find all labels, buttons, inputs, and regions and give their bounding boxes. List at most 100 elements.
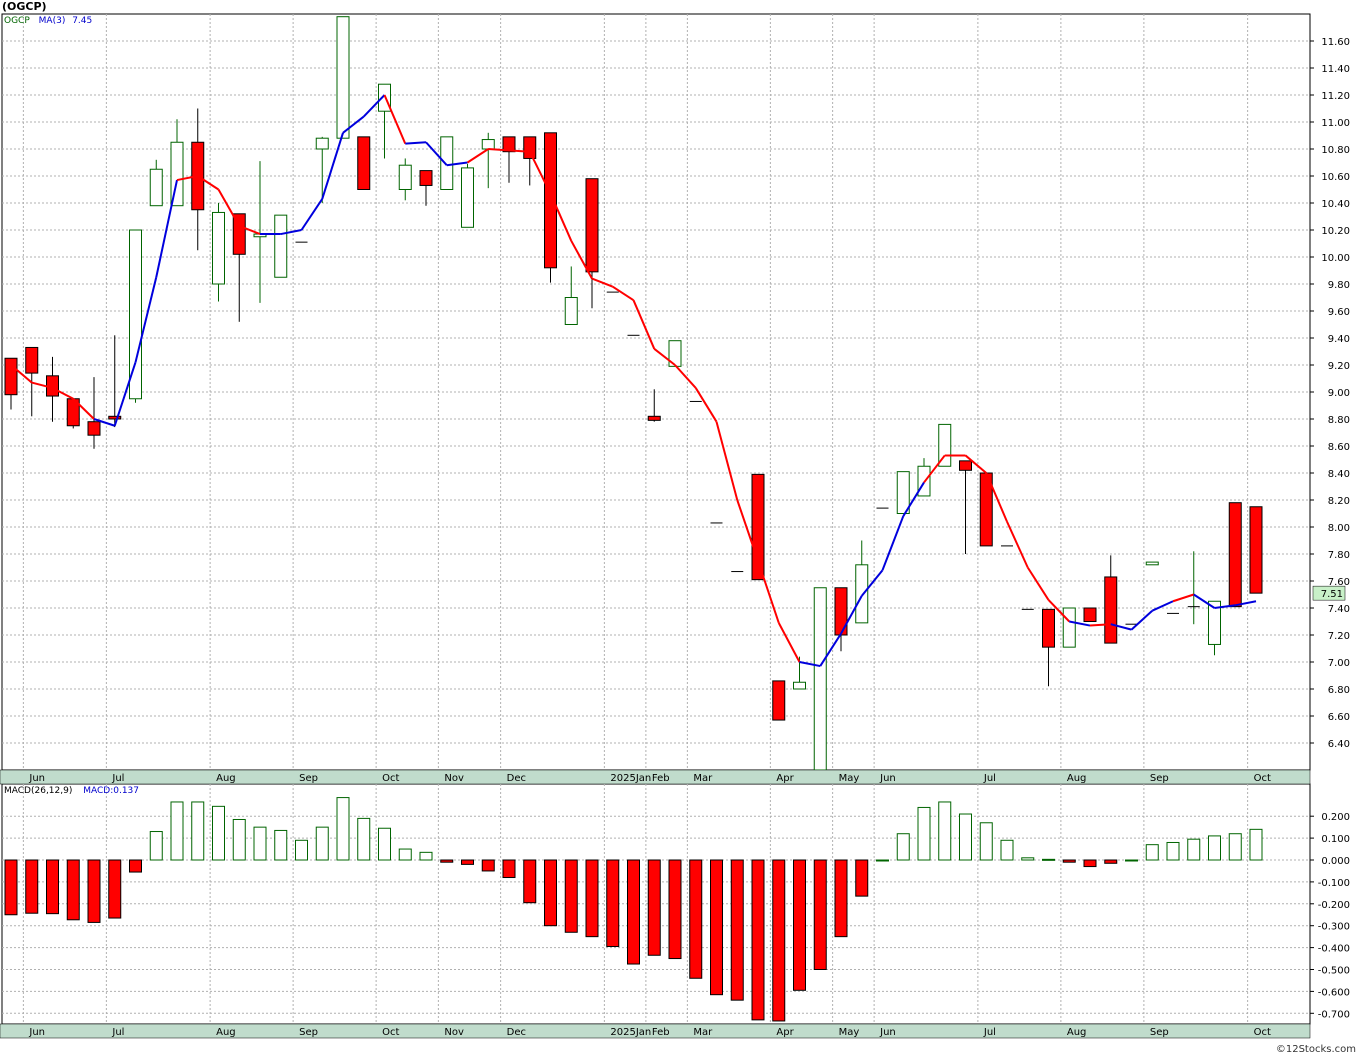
candle (564, 266, 578, 325)
y-tick-label-price: 8.60 (1328, 442, 1350, 453)
ma3-segment (508, 149, 530, 153)
y-tick-label-macd: -0.600 (1318, 987, 1350, 998)
ma3-segment (280, 229, 302, 236)
macd-bar (855, 859, 869, 897)
y-tick-label-price: 11.40 (1321, 64, 1350, 75)
x-tick-label-bottom: Dec (507, 1027, 526, 1038)
ma3-segment (1235, 600, 1257, 607)
ma3-segment (1069, 620, 1091, 627)
ma3-segment (985, 472, 1008, 522)
macd-bar (295, 839, 308, 861)
macd-bar (378, 827, 391, 861)
ma3-segment (466, 148, 489, 164)
macd-bar (274, 829, 288, 861)
ma3-segment (923, 454, 946, 484)
macd-bar (979, 822, 993, 861)
candle-body (1062, 607, 1076, 648)
ma3-segment (674, 364, 697, 389)
macd-legend-label: MACD(26,12,9) (4, 786, 73, 796)
price-series (4, 16, 1263, 770)
y-tick-label-price: 6.60 (1328, 712, 1350, 723)
candle-body (772, 680, 786, 721)
macd-bar (938, 801, 952, 861)
ma3-segment (113, 361, 137, 427)
candle-body (274, 214, 288, 278)
candle (834, 587, 848, 652)
candle-body (481, 139, 495, 150)
candle (896, 471, 910, 514)
x-tick-label-bottom: Jul (111, 1027, 124, 1038)
candle (149, 159, 163, 207)
x-tick-label-bottom: 2025Jan (610, 1027, 651, 1038)
y-tick-label-macd: -0.100 (1318, 878, 1350, 889)
date-axis-band-top (0, 769, 1311, 785)
legend-symbol: OGCP (4, 16, 30, 26)
candle (1249, 506, 1263, 594)
candle-body (585, 178, 599, 273)
y-tick-label-macd: -0.200 (1318, 900, 1350, 911)
ma3-segment (1214, 604, 1236, 609)
macd-bar (959, 813, 972, 861)
candle-body (813, 587, 827, 770)
y-tick-label-price: 9.00 (1328, 388, 1350, 399)
ma3-segment (1130, 609, 1153, 631)
candle-body (398, 164, 412, 190)
macd-bar (647, 859, 661, 956)
macd-bar (627, 859, 640, 965)
ma3-segment (860, 569, 884, 597)
candle-body (1042, 608, 1055, 648)
ma3-segment (777, 622, 801, 663)
ma3-segment (964, 454, 987, 474)
y-tick-label-price: 7.20 (1328, 631, 1350, 642)
x-tick-label-bottom: Sep (299, 1027, 318, 1038)
ma3-segment (715, 421, 739, 501)
candle-body (1104, 576, 1118, 644)
macd-bar (730, 859, 744, 1001)
macd-bar (108, 859, 122, 919)
candle-body (108, 415, 122, 420)
ma3-segment (72, 398, 95, 420)
candle-body (959, 460, 972, 471)
x-tick-label-top: Jun (28, 773, 45, 784)
x-tick-label-top: Nov (444, 773, 464, 784)
y-tick-label-macd: -0.300 (1318, 922, 1350, 933)
x-tick-label-bottom: Aug (216, 1027, 236, 1038)
candle (979, 472, 993, 547)
macd-bar (315, 826, 329, 861)
candle (1208, 600, 1221, 656)
macd-bar (1166, 841, 1180, 861)
candle-body (461, 167, 474, 228)
legend-ma-label: MA(3) (38, 16, 66, 26)
y-tick-label-price: 10.20 (1321, 226, 1350, 237)
last-price-label: 7.51 (1321, 589, 1343, 600)
ma3-segment (488, 148, 510, 152)
x-tick-label-top: Sep (299, 773, 318, 784)
macd-bar (440, 859, 454, 863)
ma3-segment (549, 193, 573, 242)
candle (585, 178, 599, 309)
ma3-segment (902, 481, 925, 517)
macd-bar (1228, 833, 1242, 861)
y-tick-label-price: 10.40 (1321, 199, 1350, 210)
candle (315, 136, 329, 203)
macd-bar (1042, 858, 1055, 861)
macd-bar (1000, 839, 1014, 861)
ma3-segment (881, 515, 905, 571)
x-tick-label-top: Aug (1067, 773, 1087, 784)
candle-body (544, 132, 557, 269)
macd-bar (751, 859, 765, 1021)
y-tick-label-price: 6.40 (1328, 739, 1350, 750)
macd-bar (585, 859, 599, 938)
y-tick-label-price: 7.80 (1328, 550, 1350, 561)
ma3-segment (300, 198, 324, 231)
ma3-segment (653, 348, 676, 366)
ma3-segment (736, 499, 759, 562)
x-tick-label-top: May (839, 773, 860, 784)
ma3-segment (1047, 599, 1070, 623)
candle (274, 214, 288, 278)
candle-body (647, 415, 661, 421)
x-tick-label-bottom: Jun (879, 1027, 896, 1038)
ma3-segment (1110, 623, 1132, 631)
candle-body (1083, 607, 1097, 622)
last-price-box (1312, 585, 1346, 601)
